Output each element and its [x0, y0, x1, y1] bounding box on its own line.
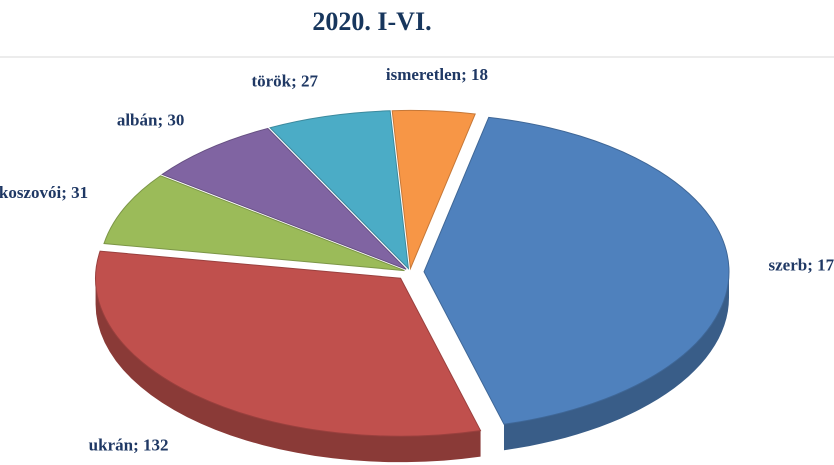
- chart-title: 2020. I-VI.: [312, 7, 431, 36]
- data-label: ismeretlen; 18: [386, 65, 488, 84]
- slice-tops: [95, 109, 730, 437]
- data-label: szerb; 175: [769, 256, 834, 275]
- slice: [269, 110, 410, 270]
- slice: [103, 175, 405, 272]
- slice-side: [503, 271, 729, 451]
- data-label: albán; 30: [117, 111, 185, 130]
- slice-sides: [95, 271, 729, 463]
- data-label: koszovói; 31: [0, 183, 88, 202]
- data-label: ukrán; 132: [89, 436, 169, 455]
- slice-side: [95, 278, 481, 463]
- slice: [423, 116, 730, 425]
- slice: [161, 127, 407, 270]
- slice: [391, 109, 476, 271]
- data-label: török; 27: [251, 71, 318, 90]
- slice: [95, 250, 482, 437]
